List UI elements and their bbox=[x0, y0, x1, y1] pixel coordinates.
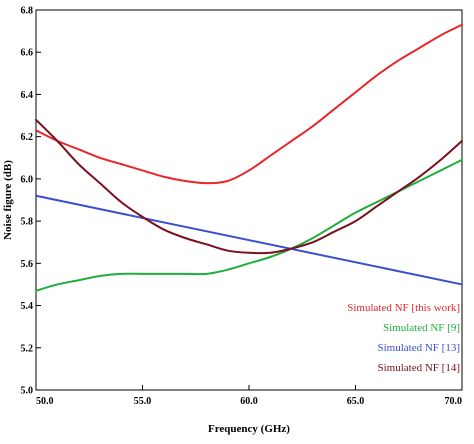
y-tick-label: 5.2 bbox=[21, 343, 34, 354]
series-line-3 bbox=[35, 194, 463, 286]
x-axis-title: Frequency (GHz) bbox=[208, 423, 290, 435]
y-tick-label: 6.4 bbox=[21, 90, 34, 101]
legend-entry-3: Simulated NF [13] bbox=[378, 342, 461, 354]
y-tick-label: 5.6 bbox=[21, 259, 34, 270]
y-tick-label: 6.0 bbox=[21, 174, 34, 185]
legend-entry-2: Simulated NF [9] bbox=[383, 322, 460, 334]
y-tick-label: 6.8 bbox=[21, 6, 34, 17]
y-tick-label: 6.6 bbox=[21, 48, 34, 59]
y-tick-label: 5.8 bbox=[21, 217, 34, 228]
y-tick-label: 6.2 bbox=[21, 132, 34, 143]
legend-entry-4: Simulated NF [14] bbox=[378, 362, 461, 374]
series-line-1 bbox=[35, 23, 463, 185]
y-axis: 5.0 5.2 5.4 5.6 5.8 6.0 6.2 6.4 6.6 6.8 bbox=[21, 6, 41, 397]
x-tick-label: 60.0 bbox=[240, 396, 258, 407]
y-axis-title: Noise figure (dB) bbox=[2, 160, 14, 240]
series-line-2 bbox=[35, 158, 463, 292]
y-tick-label: 5.0 bbox=[21, 386, 34, 397]
series-line-4 bbox=[35, 118, 463, 255]
y-tick-label: 5.4 bbox=[21, 301, 34, 312]
x-tick-label: 65.0 bbox=[347, 396, 365, 407]
legend: Simulated NF [this work] Simulated NF [9]… bbox=[347, 302, 460, 374]
x-axis: 50.0 55.0 60.0 65.0 70.0 bbox=[35, 385, 463, 407]
x-tick-label: 50.0 bbox=[36, 396, 54, 407]
x-tick-label: 55.0 bbox=[134, 396, 152, 407]
legend-entry-1: Simulated NF [this work] bbox=[347, 302, 460, 314]
x-tick-label: 70.0 bbox=[445, 396, 463, 407]
series-group bbox=[35, 23, 463, 292]
